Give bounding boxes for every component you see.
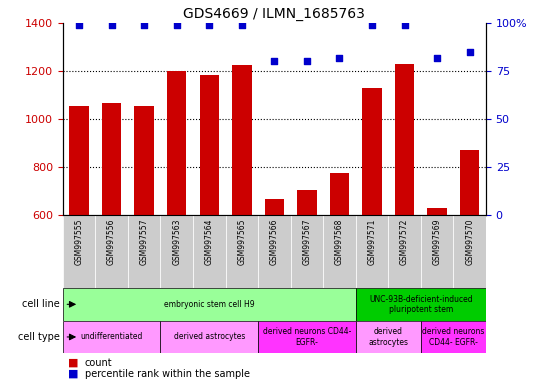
- Text: GSM997567: GSM997567: [302, 219, 311, 265]
- Title: GDS4669 / ILMN_1685763: GDS4669 / ILMN_1685763: [183, 7, 365, 21]
- Text: GSM997565: GSM997565: [238, 219, 246, 265]
- Text: GSM997563: GSM997563: [172, 219, 181, 265]
- FancyBboxPatch shape: [388, 215, 421, 288]
- Bar: [232, 65, 252, 215]
- Text: GSM997555: GSM997555: [75, 219, 84, 265]
- Text: GSM997556: GSM997556: [107, 219, 116, 265]
- Point: [270, 58, 278, 65]
- Bar: [167, 71, 187, 215]
- Text: GSM997566: GSM997566: [270, 219, 279, 265]
- FancyBboxPatch shape: [161, 215, 193, 288]
- Text: count: count: [85, 358, 112, 368]
- Bar: [199, 74, 219, 215]
- Text: cell line: cell line: [22, 299, 60, 310]
- FancyBboxPatch shape: [356, 288, 486, 321]
- FancyBboxPatch shape: [193, 215, 225, 288]
- Text: GSM997557: GSM997557: [140, 219, 149, 265]
- FancyBboxPatch shape: [161, 321, 258, 353]
- Bar: [134, 106, 154, 215]
- FancyBboxPatch shape: [128, 215, 161, 288]
- Bar: [265, 199, 284, 215]
- FancyBboxPatch shape: [453, 215, 486, 288]
- Point: [140, 22, 149, 28]
- Bar: [69, 106, 89, 215]
- Text: derived neurons CD44-
EGFR-: derived neurons CD44- EGFR-: [263, 327, 351, 347]
- Text: GSM997571: GSM997571: [367, 219, 377, 265]
- Bar: [330, 173, 349, 215]
- Point: [465, 49, 474, 55]
- Bar: [102, 103, 121, 215]
- Text: GSM997569: GSM997569: [432, 219, 442, 265]
- FancyBboxPatch shape: [63, 215, 96, 288]
- Text: cell type: cell type: [18, 332, 60, 342]
- Point: [433, 55, 442, 61]
- Text: embryonic stem cell H9: embryonic stem cell H9: [164, 300, 254, 309]
- Text: GSM997568: GSM997568: [335, 219, 344, 265]
- Text: GSM997570: GSM997570: [465, 219, 474, 265]
- Bar: [395, 64, 414, 215]
- Text: ■: ■: [68, 358, 79, 368]
- Text: GSM997564: GSM997564: [205, 219, 214, 265]
- Point: [238, 22, 246, 28]
- FancyBboxPatch shape: [323, 215, 356, 288]
- Bar: [460, 150, 479, 215]
- Text: derived astrocytes: derived astrocytes: [174, 333, 245, 341]
- FancyBboxPatch shape: [356, 321, 421, 353]
- FancyBboxPatch shape: [258, 215, 290, 288]
- FancyBboxPatch shape: [356, 215, 388, 288]
- Text: percentile rank within the sample: percentile rank within the sample: [85, 369, 250, 379]
- Point: [205, 22, 213, 28]
- Point: [335, 55, 344, 61]
- Point: [400, 22, 409, 28]
- Text: undifferentiated: undifferentiated: [80, 333, 143, 341]
- FancyBboxPatch shape: [63, 288, 356, 321]
- Point: [302, 58, 311, 65]
- FancyBboxPatch shape: [96, 215, 128, 288]
- Text: UNC-93B-deficient-induced
pluripotent stem: UNC-93B-deficient-induced pluripotent st…: [369, 295, 473, 314]
- Bar: [297, 190, 317, 215]
- Text: derived neurons
CD44- EGFR-: derived neurons CD44- EGFR-: [422, 327, 485, 347]
- FancyBboxPatch shape: [421, 321, 486, 353]
- Bar: [362, 88, 382, 215]
- FancyBboxPatch shape: [225, 215, 258, 288]
- FancyBboxPatch shape: [63, 321, 161, 353]
- Point: [173, 22, 181, 28]
- FancyBboxPatch shape: [290, 215, 323, 288]
- FancyBboxPatch shape: [258, 321, 356, 353]
- Bar: [428, 208, 447, 215]
- Text: derived
astrocytes: derived astrocytes: [369, 327, 408, 347]
- Text: ■: ■: [68, 369, 79, 379]
- Point: [367, 22, 376, 28]
- FancyBboxPatch shape: [421, 215, 453, 288]
- Text: GSM997572: GSM997572: [400, 219, 409, 265]
- Point: [75, 22, 84, 28]
- Point: [107, 22, 116, 28]
